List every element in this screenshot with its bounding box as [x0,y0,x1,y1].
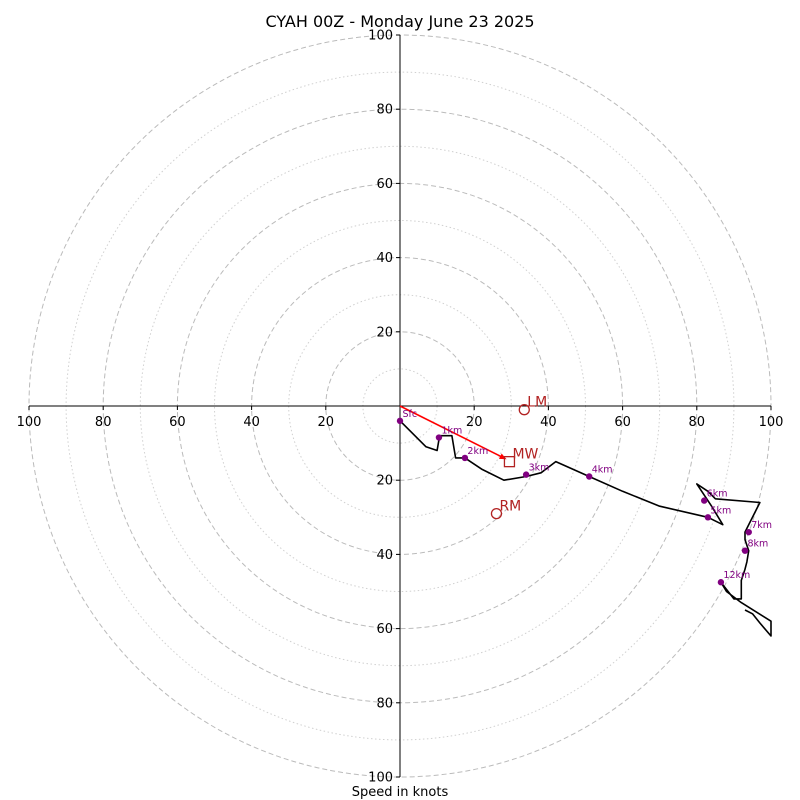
x-tick-label: 60 [169,415,186,430]
storm-motion-label: LM [527,395,547,411]
x-tick-labels: 100 80 60 40 20 20 40 60 80 100 [17,406,784,430]
height-marker-label: 2km [467,446,488,457]
height-marker-label: 1km [441,426,462,437]
height-marker-label: 12km [723,570,750,581]
height-marker-dot [717,579,725,586]
storm-motion-markers: LM MW RM [490,395,547,520]
x-tick-label: 20 [466,415,483,430]
y-tick-label: 20 [376,474,393,489]
height-marker-label: 5km [710,505,731,516]
height-marker-label: 7km [751,520,772,531]
y-tick-label: 100 [368,29,393,44]
y-tick-label: 80 [376,696,393,711]
height-marker-dot [741,547,749,554]
x-tick-label: 20 [318,415,335,430]
height-marker-dot [586,473,593,480]
height-marker-label: 4km [592,464,613,475]
x-tick-label: 80 [95,415,112,430]
x-tick-label: 60 [614,415,631,430]
hodograph-line [399,420,772,637]
storm-motion-label: MW [512,447,538,463]
height-markers: Sfc 1km 2km 3km 4km 5km 6km 7km 8km 12km [396,409,772,586]
y-tick-label: 20 [376,325,393,340]
height-marker-label: Sfc [403,409,418,420]
storm-motion-circle [490,507,503,520]
mean-wind-arrowhead [498,453,507,460]
height-marker-dot [522,471,530,478]
x-tick-label: 100 [759,415,784,430]
y-tick-label: 60 [376,177,393,192]
x-tick-label: 100 [17,415,42,430]
y-tick-label: 80 [376,103,393,118]
height-marker-dot [396,417,404,425]
y-tick-label: 40 [376,548,393,563]
height-marker-label: 8km [748,539,769,550]
storm-motion-label: RM [499,499,521,515]
y-tick-label: 100 [368,771,393,786]
y-tick-label: 40 [376,251,393,266]
x-tick-label: 40 [540,415,557,430]
x-axis-label: Speed in knots [352,785,449,800]
height-marker-dot [745,528,752,536]
mean-wind-line [399,405,505,459]
height-marker-label: 6km [707,489,728,500]
height-marker-dot [701,497,708,504]
x-tick-label: 80 [689,415,706,430]
y-tick-labels: 100 80 60 40 20 20 40 60 80 100 [368,29,400,786]
x-tick-label: 40 [243,415,260,430]
height-marker-dot [704,514,712,521]
height-marker-label: 3km [529,463,550,474]
height-marker-dot [461,454,469,462]
chart-title: CYAH 00Z - Monday June 23 2025 [265,12,534,31]
hodograph-trace [399,420,772,637]
storm-motion-circle [518,404,530,416]
height-marker-dot [435,434,443,441]
y-tick-label: 60 [376,622,393,637]
storm-motion-square [503,455,516,468]
